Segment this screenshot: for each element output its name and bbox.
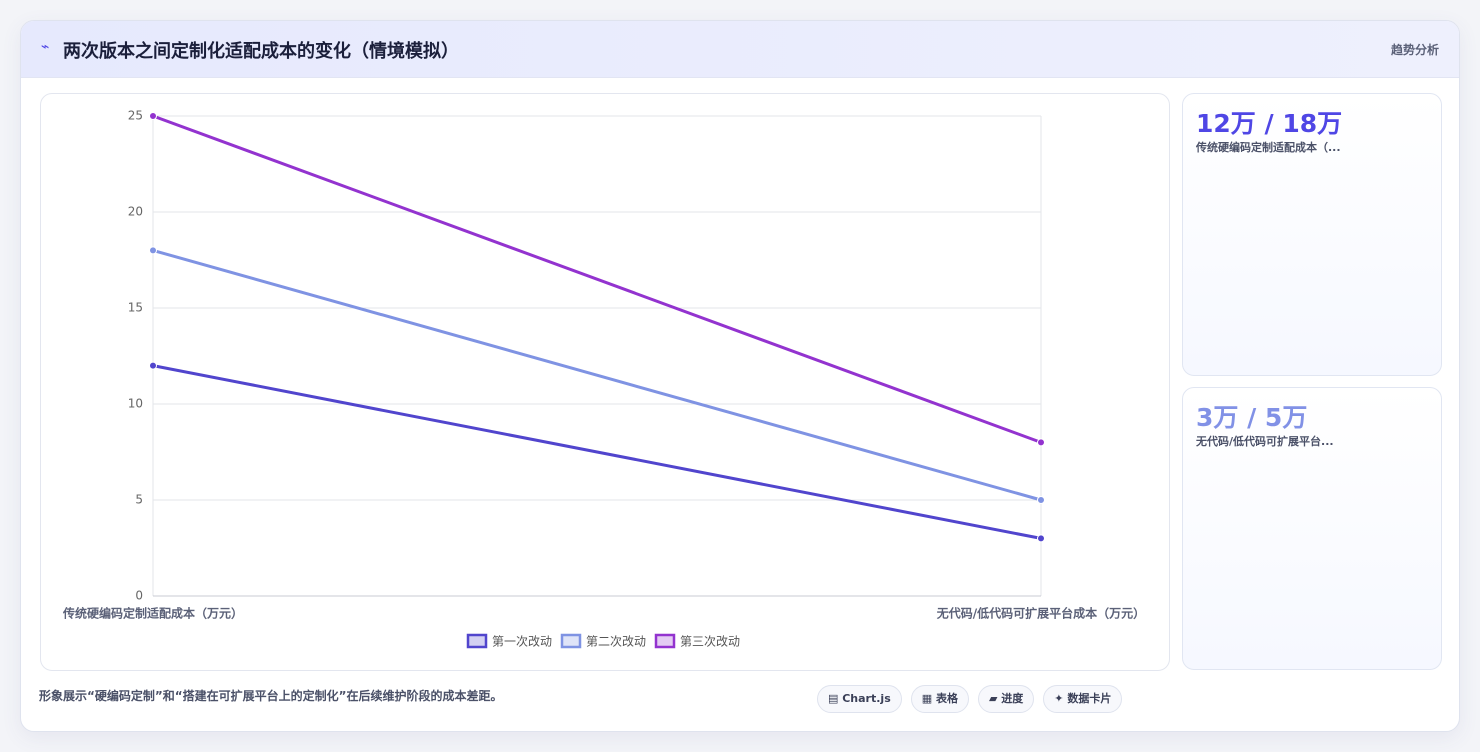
stat-label: 无代码/低代码可扩展平台... <box>1196 435 1334 448</box>
y-tick-label: 25 <box>128 109 143 123</box>
data-point <box>1037 438 1045 447</box>
chart-panel: 0 5 10 15 20 25 传统硬编码定制适配成本（万元） 无代码/低代码可扩展平台成本（… <box>40 93 1170 671</box>
series-line <box>152 364 1042 540</box>
legend-swatch[interactable] <box>560 633 582 649</box>
stat-card: 3万 / 5万 无代码/低代码可扩展平台... <box>1182 387 1442 670</box>
x-tick-label: 无代码/低代码可扩展平台成本（万元） <box>936 606 1145 621</box>
legend-label[interactable]: 第三次改动 <box>680 635 740 649</box>
legend-swatch[interactable] <box>466 633 488 649</box>
data-point <box>149 246 157 255</box>
y-tick-label: 10 <box>128 397 143 411</box>
legend-label[interactable]: 第二次改动 <box>586 635 646 649</box>
pill-row: ▤ Chart.js ▦ 表格 ▰ 进度 ✦ 数据卡片 <box>817 685 1123 713</box>
legend-label[interactable]: 第一次改动 <box>492 635 552 649</box>
stat-label: 传统硬编码定制适配成本（... <box>1196 141 1341 154</box>
card-title: 两次版本之间定制化适配成本的变化（情境模拟） <box>63 41 459 62</box>
stat-value: 3万 / 5万 <box>1196 403 1308 432</box>
title-icon: ⌁ <box>41 39 50 55</box>
stat-card: 12万 / 18万 传统硬编码定制适配成本（... <box>1182 93 1442 376</box>
footer-note: 形象展示“硬编码定制”和“搭建在可扩展平台上的定制化”在后续维护阶段的成本差距。 <box>39 689 503 703</box>
pill[interactable]: ▦ 表格 <box>910 685 969 713</box>
series-line <box>152 248 1042 502</box>
pill-text: 数据卡片 <box>1067 692 1112 705</box>
chart: 0 5 10 15 20 25 传统硬编码定制适配成本（万元） 无代码/低代码可扩展平台成本（… <box>62 109 1145 649</box>
header-tag: 趋势分析 <box>1390 43 1439 57</box>
dashboard-card: ⌁ 两次版本之间定制化适配成本的变化（情境模拟） 趋势分析 0 5 10 15 20 25… <box>20 20 1460 732</box>
pill-text: 表格 <box>935 692 958 705</box>
pill[interactable]: ✦ 数据卡片 <box>1043 685 1123 713</box>
card-header: ⌁ 两次版本之间定制化适配成本的变化（情境模拟） 趋势分析 <box>21 21 1459 78</box>
y-tick-label: 20 <box>128 205 143 219</box>
data-point <box>149 112 157 120</box>
data-point <box>1037 534 1045 543</box>
x-tick-label: 传统硬编码定制适配成本（万元） <box>62 606 243 621</box>
y-tick-label: 0 <box>135 589 143 603</box>
series-line <box>152 114 1042 444</box>
data-point <box>1037 496 1045 504</box>
y-tick-label: 5 <box>135 493 143 507</box>
data-point <box>149 361 157 370</box>
pill-text: Chart.js <box>842 692 891 705</box>
legend-swatch[interactable] <box>654 633 676 649</box>
pill[interactable]: ▤ Chart.js <box>817 685 902 713</box>
pill[interactable]: ▰ 进度 <box>977 685 1035 713</box>
y-tick-label: 15 <box>128 301 143 315</box>
pill-text: 进度 <box>1001 692 1024 705</box>
stat-value: 12万 / 18万 <box>1196 109 1343 138</box>
